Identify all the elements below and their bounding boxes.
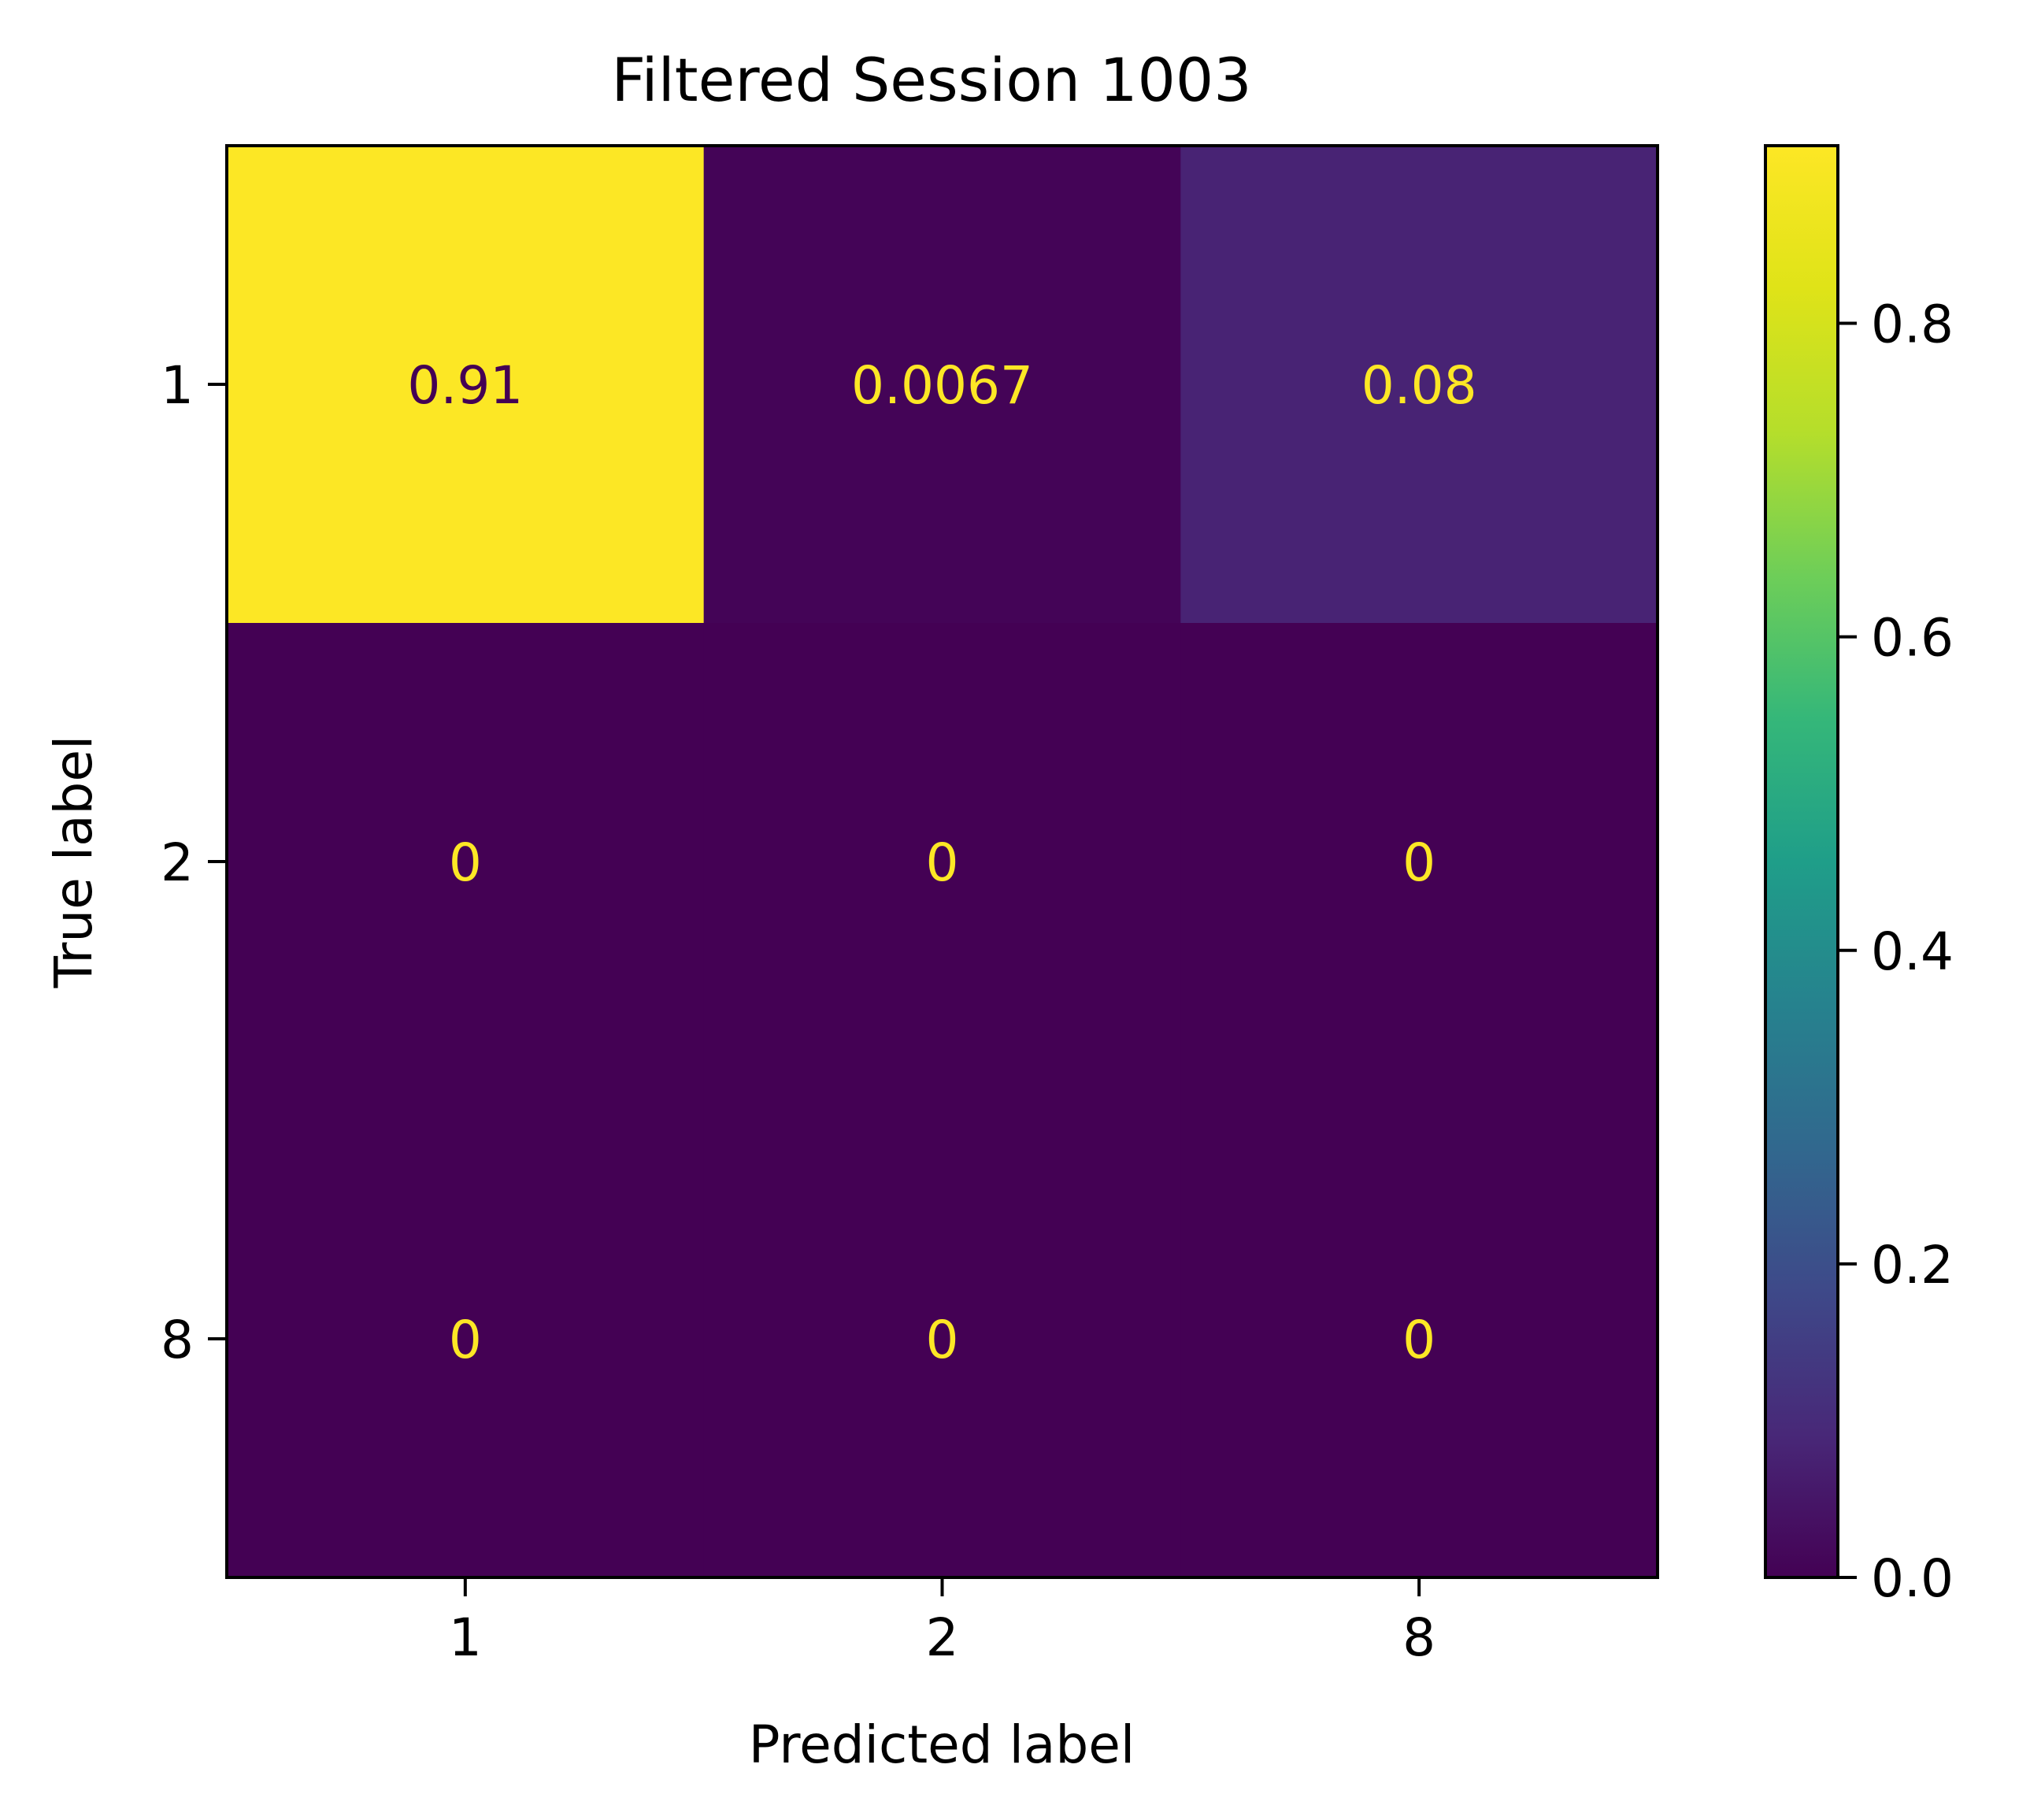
heatmap-cell	[1180, 1100, 1658, 1578]
heatmap-cell	[227, 623, 705, 1101]
y-tick-label: 8	[161, 1310, 194, 1370]
y-axis-ticks: 1 2 8	[161, 355, 227, 1370]
x-tick-label: 2	[926, 1607, 959, 1668]
x-axis-label: Predicted label	[749, 1714, 1135, 1775]
heatmap-cell	[1180, 623, 1658, 1101]
x-tick-label: 8	[1402, 1607, 1435, 1668]
x-tick-label: 1	[449, 1607, 482, 1668]
y-tick-label: 1	[161, 355, 194, 416]
cell-value-label: 0	[926, 1310, 959, 1370]
x-axis-ticks: 1 2 8	[449, 1577, 1435, 1668]
heatmap-cells	[227, 146, 1658, 1578]
colorbar-tick-label: 0.6	[1871, 608, 1954, 669]
colorbar-tick-label: 0.0	[1871, 1548, 1954, 1609]
heatmap-cell	[703, 1100, 1181, 1578]
y-tick-label: 2	[161, 832, 194, 893]
colorbar-tick-label: 0.4	[1871, 921, 1954, 982]
cell-value-label: 0.08	[1361, 355, 1477, 416]
cell-value-label: 0	[1402, 1310, 1435, 1370]
chart-title: Filtered Session 1003	[611, 45, 1251, 115]
cell-value-label: 0	[449, 1310, 482, 1370]
cell-value-label: 0.91	[407, 355, 523, 416]
colorbar-tick-label: 0.2	[1871, 1235, 1954, 1295]
heatmap-cell	[703, 623, 1181, 1101]
colorbar-gradient	[1765, 146, 1838, 1577]
colorbar-frame	[1764, 144, 1839, 1579]
heatmap-cell	[227, 1100, 705, 1578]
heatmap-cell-labels: 0.91 0.0067 0.08 0 0 0 0 0 0	[407, 355, 1476, 1370]
colorbar-ticks: 0.0 0.2 0.4 0.6 0.8	[1838, 295, 1954, 1609]
cell-value-label: 0	[449, 832, 482, 893]
heatmap-cell	[227, 146, 705, 624]
heatmap-cell	[1180, 146, 1658, 624]
colorbar-tick-label: 0.8	[1871, 295, 1954, 355]
cell-value-label: 0.0067	[851, 355, 1033, 416]
heatmap-cell	[703, 146, 1181, 624]
cell-value-label: 0	[1402, 832, 1435, 893]
y-axis-label: True label	[43, 736, 104, 989]
cell-value-label: 0	[926, 832, 959, 893]
